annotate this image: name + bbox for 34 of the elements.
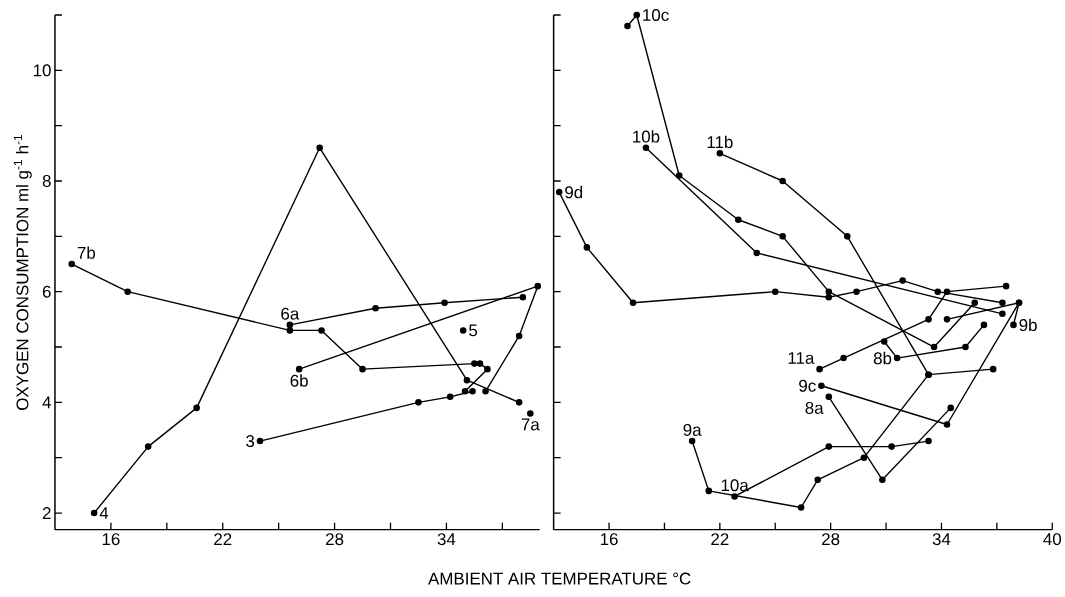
x-tick-label: 16 (600, 533, 618, 546)
x-tick-label: 28 (326, 533, 344, 546)
series-label: 11a (788, 352, 815, 365)
series-label: 8b (873, 352, 892, 365)
x-tick-label: 34 (437, 533, 456, 546)
x-tick-label: 22 (711, 533, 729, 546)
series-label: 10a (721, 479, 749, 492)
y-tick-label: 10 (33, 64, 51, 77)
series-label: 5 (469, 324, 478, 337)
y-axis-title: OXYGEN CONSUMPTION ml g$^{-1}$ h$^{-1}$ (13, 135, 32, 411)
x-axis-title: AMBIENT AIR TEMPERATURE °C (428, 572, 691, 585)
x-tick-label: 22 (214, 533, 232, 546)
series-label: 10c (643, 9, 669, 22)
series-label: 9c (799, 379, 816, 392)
series-label: 7a (521, 418, 540, 431)
series-label: 7b (77, 246, 96, 260)
series-label: 11b (707, 135, 733, 149)
series-label: 10b (633, 130, 660, 143)
x-tick-label: 16 (102, 533, 120, 546)
y-tick-label: 6 (42, 285, 51, 298)
series-label: 9d (565, 186, 583, 199)
x-tick-label: 34 (932, 533, 951, 546)
y-tick-label: 4 (42, 396, 51, 409)
series-label: 4 (99, 507, 109, 520)
series-label: 9b (1019, 318, 1037, 332)
series-label: 3 (246, 435, 255, 448)
x-tick-label: 40 (1043, 533, 1062, 546)
y-tick-label: 2 (42, 507, 51, 520)
series-label: 6b (290, 374, 308, 387)
series-label: 8a (805, 402, 824, 415)
y-tick-label: 8 (42, 175, 51, 188)
x-tick-label: 28 (822, 533, 840, 546)
series-label: 6a (281, 307, 300, 320)
series-label: 9a (683, 424, 702, 437)
